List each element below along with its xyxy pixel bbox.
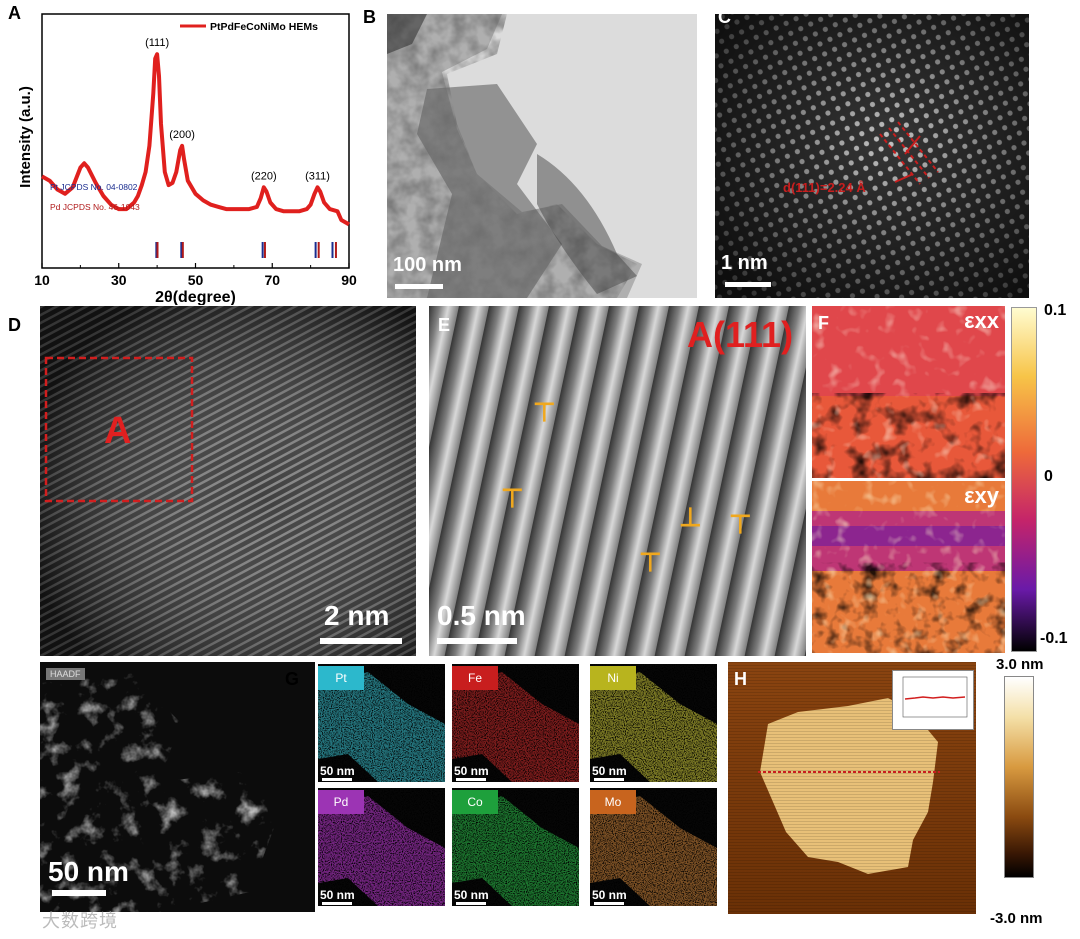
eds-scalebar-label: 50 nm — [320, 764, 355, 778]
scalebar-label-g: 50 nm — [48, 856, 129, 887]
haadf-tag: HAADF — [46, 668, 85, 680]
height-profile-inset — [892, 670, 974, 730]
haadf-drawing — [40, 662, 315, 912]
a111-title: A(111) — [687, 314, 794, 355]
exy-map-drawing — [812, 481, 1005, 653]
panel-label-d: D — [8, 315, 21, 335]
eds-dots-drawing — [452, 664, 579, 782]
region-a-label: A — [104, 410, 132, 452]
scalebar-d — [320, 638, 402, 644]
eds-dots-drawing — [452, 788, 579, 906]
eds-scalebar-label: 50 nm — [454, 888, 489, 902]
exx-map-drawing — [812, 306, 1005, 478]
strain-map-exy: εxy — [812, 481, 1005, 653]
eds-map-co: Co 50 nm — [452, 788, 579, 906]
panel-label-a: A — [8, 3, 21, 23]
eds-element-tag: Fe — [452, 666, 498, 690]
reference-label: Pd JCPDS No. 46-1043 — [50, 202, 140, 212]
scalebar-b — [395, 284, 443, 289]
eds-map-ni: Ni 50 nm — [590, 664, 717, 782]
afm-colorbar-max: 3.0 nm — [996, 656, 1044, 673]
x-tick-label: 70 — [264, 272, 280, 288]
plot-frame — [41, 13, 350, 269]
hrtem-image-c: d(111)=2.24 Å 1 nm — [715, 14, 1029, 298]
panel-label-e: E — [438, 315, 451, 335]
peak-label: (220) — [251, 170, 277, 182]
scalebar-label-d: 2 nm — [324, 600, 390, 631]
haadf-image: HAADF 50 nm — [40, 662, 315, 912]
eds-element-tag: Mo — [590, 790, 636, 814]
peak-label: (111) — [145, 37, 169, 49]
eds-scalebar — [456, 778, 486, 781]
scalebar-label-e: 0.5 nm — [437, 600, 526, 631]
lattice-drawing — [715, 14, 1029, 298]
hrtem-image-d: A 2 nm — [40, 306, 416, 656]
panel-label-b: B — [363, 7, 376, 27]
eds-scalebar — [322, 902, 352, 905]
eds-scalebar-label: 50 nm — [454, 764, 489, 778]
panel-label-h: H — [734, 669, 747, 689]
x-tick-label: 90 — [341, 272, 357, 288]
eds-scalebar — [322, 778, 352, 781]
eds-element-tag: Pd — [318, 790, 364, 814]
strain-colorbar — [1011, 307, 1037, 652]
lattice-fringes-drawing — [40, 306, 416, 656]
eds-scalebar — [594, 778, 624, 781]
colorbar-mid-label: 0 — [1044, 468, 1053, 485]
eds-map-pd: Pd 50 nm — [318, 788, 445, 906]
eds-scalebar — [594, 902, 624, 905]
scalebar-c — [725, 282, 771, 287]
scalebar-label-c: 1 nm — [721, 252, 768, 274]
dislocation-marker: ⊥ — [679, 502, 702, 532]
dislocation-marker: ⊥ — [501, 483, 524, 513]
peak-label: (311) — [305, 170, 330, 182]
afm-colorbar — [1004, 676, 1034, 878]
height-profile-drawing — [902, 676, 968, 718]
tem-sheets-drawing — [387, 14, 697, 298]
panel-label-g: G — [285, 669, 300, 689]
eds-element-tag: Pt — [318, 666, 364, 690]
scalebar-e — [437, 638, 517, 644]
eds-element-tag: Co — [452, 790, 498, 814]
x-axis-label: 2θ(degree) — [155, 289, 236, 305]
dislocation-marker: ⊥ — [533, 397, 556, 427]
x-tick-label: 30 — [111, 272, 127, 288]
afm-image — [728, 662, 976, 914]
colorbar-max-label: 0.1 — [1044, 302, 1067, 319]
x-tick-label: 50 — [188, 272, 204, 288]
panel-label-c: C — [718, 7, 731, 27]
eds-scalebar — [456, 902, 486, 905]
d-spacing-label: d(111)=2.24 Å — [783, 180, 866, 195]
eds-scalebar-label: 50 nm — [320, 888, 355, 902]
legend-label: PtPdFeCoNiMo HEMs — [210, 21, 318, 33]
ifft-fringes-drawing — [429, 306, 806, 656]
exx-label: εxx — [964, 308, 999, 333]
x-tick-label: 10 — [34, 272, 50, 288]
afm-colorbar-min: -3.0 nm — [990, 910, 1043, 927]
scalebar-label-b: 100 nm — [393, 254, 462, 276]
dislocation-marker: ⊥ — [729, 509, 752, 539]
eds-map-pt: Pt 50 nm — [318, 664, 445, 782]
eds-scalebar-label: 50 nm — [592, 888, 627, 902]
eds-element-tag: Ni — [590, 666, 636, 690]
scalebar-g — [52, 890, 106, 896]
xrd-chart: 10 30 50 70 90 2θ(degree) Intensity (a.u.) (111… — [17, 13, 357, 305]
ifft-image-e: A(111) ⊥ ⊥ ⊥ ⊥ ⊥ 0.5 nm — [429, 306, 806, 656]
xrd-line-series — [41, 52, 350, 227]
watermark: 大数跨境 — [42, 911, 118, 931]
colorbar-min-label: -0.1 — [1040, 630, 1068, 647]
panel-label-f: F — [818, 313, 829, 333]
eds-map-mo: Mo 50 nm — [590, 788, 717, 906]
eds-scalebar-label: 50 nm — [592, 764, 627, 778]
reference-label: Pt JCPDS No. 04-0802 — [50, 182, 138, 192]
tem-image-b: 100 nm — [387, 14, 697, 298]
exy-label: εxy — [964, 483, 999, 508]
y-axis-label: Intensity (a.u.) — [17, 86, 34, 188]
eds-map-fe: Fe 50 nm — [452, 664, 579, 782]
peak-label: (200) — [169, 129, 195, 141]
strain-map-exx: εxx — [812, 306, 1005, 478]
dislocation-marker: ⊥ — [639, 547, 662, 577]
